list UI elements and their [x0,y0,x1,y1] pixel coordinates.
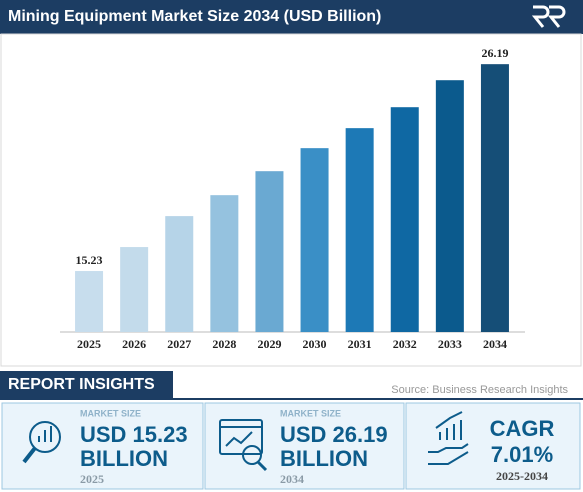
chart-title: Mining Equipment Market Size 2034 (USD B… [8,8,381,25]
value-label: 26.19 [481,46,508,60]
x-tick-label: 2028 [212,337,236,351]
card-year: 2025 [80,472,104,486]
card-caption: MARKET SIZE [280,408,341,418]
insights-heading: REPORT INSIGHTS [8,376,155,393]
card-caption: CAGR [490,416,555,441]
card [1,402,204,490]
x-tick-label: 2029 [257,337,281,351]
bar [390,107,419,332]
x-tick-label: 2031 [348,337,372,351]
icon-dashboard [219,419,268,472]
x-tick-label: 2025 [77,337,101,351]
x-tick-label: 2027 [167,337,191,351]
icon-magnifier-chart [22,421,61,464]
x-tick-label: 2030 [303,337,327,351]
value-label: 15.23 [76,253,103,267]
card-caption: MARKET SIZE [80,408,141,418]
card-period: 2025-2034 [496,469,548,483]
bar [165,216,194,332]
card-unit: BILLION [80,446,168,471]
bar [210,195,239,332]
bar [435,80,464,333]
x-tick-label: 2026 [122,337,146,351]
logo [531,5,566,28]
x-tick-label: 2033 [438,337,462,351]
icon-growth-hand [428,411,469,465]
bar [75,271,104,332]
card-year: 2034 [280,472,304,486]
bar [345,128,374,332]
bar [120,247,149,332]
card-unit: BILLION [280,446,368,471]
header-bar [0,0,583,34]
source: Source: Business Research Insights [391,384,568,396]
card-value: 7.01% [491,442,553,467]
bar [480,64,509,332]
bar [255,171,284,332]
card-value: USD 15.23 [80,422,188,447]
card [204,402,405,490]
card-value: USD 26.19 [280,422,388,447]
card [405,402,581,490]
x-tick-label: 2032 [393,337,417,351]
bar [300,148,329,332]
x-tick-label: 2034 [483,337,507,351]
insights-tab [0,371,173,399]
